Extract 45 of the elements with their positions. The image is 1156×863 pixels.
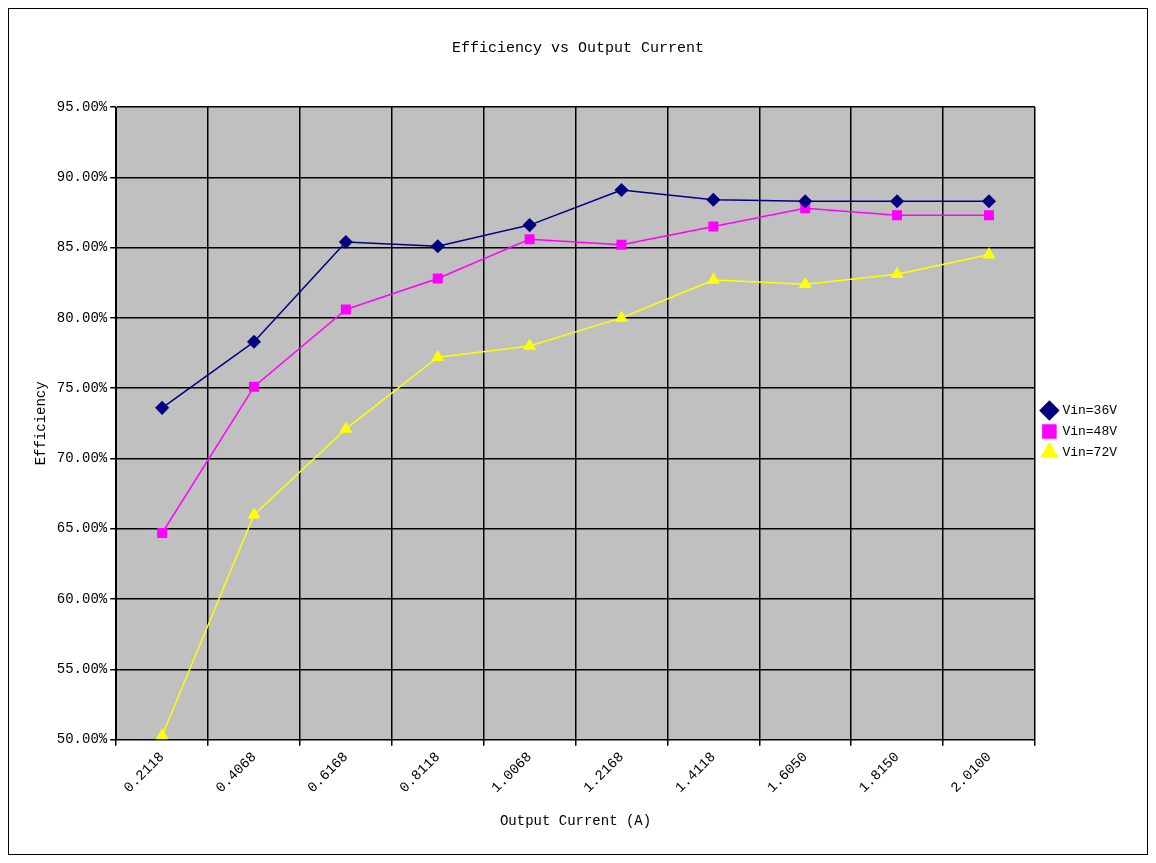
- point: [891, 267, 904, 279]
- point: [155, 401, 169, 415]
- point: [798, 194, 812, 208]
- point: [706, 193, 721, 207]
- chart-title: Efficiency vs Output Current: [451, 39, 705, 57]
- point: [708, 221, 719, 232]
- point: [524, 234, 535, 245]
- point: [982, 194, 996, 208]
- point: [523, 339, 536, 350]
- y-tick-label: 85.00%: [56, 239, 108, 256]
- point: [432, 273, 443, 284]
- y-axis-title: Efficiency: [33, 381, 50, 466]
- point: [249, 381, 259, 392]
- point: [339, 422, 352, 433]
- x-axis-title: Output Current (A): [499, 813, 652, 830]
- point: [616, 239, 627, 250]
- y-tick-label: 55.00%: [56, 661, 108, 678]
- point: [983, 210, 994, 221]
- point: [890, 194, 904, 208]
- point: [615, 311, 628, 322]
- legend-label: Vin=48V: [1062, 423, 1118, 439]
- point: [248, 507, 260, 519]
- point: [339, 235, 353, 249]
- point: [247, 335, 261, 349]
- y-tick-label: 65.00%: [56, 520, 108, 537]
- y-tick-label: 60.00%: [56, 590, 108, 607]
- y-tick-label: 80.00%: [56, 309, 108, 326]
- point: [156, 728, 169, 740]
- y-tick-label: 95.00%: [56, 98, 108, 115]
- legend-label: Vin=36V: [1062, 402, 1118, 418]
- y-tick-label: 70.00%: [56, 450, 108, 467]
- point: [614, 183, 629, 197]
- point: [157, 528, 168, 538]
- y-tick-label: 90.00%: [56, 169, 108, 185]
- point: [431, 350, 444, 362]
- legend-label: Vin=72V: [1062, 444, 1118, 460]
- point: [522, 218, 537, 232]
- y-tick-label: 75.00%: [56, 379, 108, 396]
- point: [799, 277, 812, 288]
- y-tick-label: 50.00%: [56, 731, 108, 748]
- point: [431, 239, 445, 253]
- point: [340, 304, 351, 315]
- point: [983, 247, 995, 259]
- point: [707, 273, 720, 284]
- point: [892, 210, 903, 221]
